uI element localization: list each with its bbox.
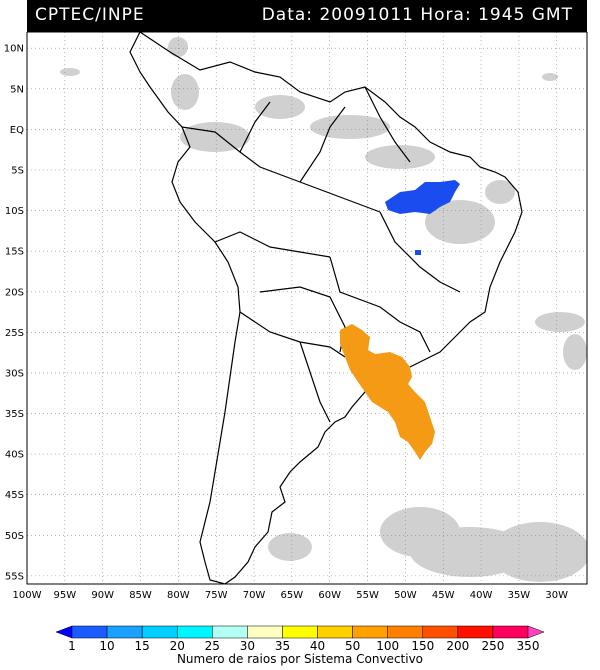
colorbar-segment	[212, 625, 248, 639]
graticule	[27, 32, 587, 584]
colorbar-label: 50	[345, 639, 360, 650]
lat-tick-label: 10N	[4, 44, 24, 55]
lat-tick-label: 10S	[5, 206, 24, 217]
colorbar-segment	[457, 625, 494, 639]
datetime-label: Data: 20091011 Hora: 1945 GMT	[261, 5, 573, 25]
colorbar-label: 250	[481, 639, 504, 650]
colorbar-segment	[422, 625, 459, 639]
lat-tick-label: 45S	[5, 490, 24, 501]
lon-tick-label: 85W	[129, 590, 152, 601]
colorbar-segment	[71, 625, 108, 639]
lat-tick-label: EQ	[10, 125, 24, 136]
map-border	[26, 32, 588, 585]
colorbar-label: 1	[68, 639, 76, 650]
colorbar-label: 25	[205, 639, 220, 650]
lon-tick-label: 65W	[281, 590, 304, 601]
lat-tick-label: 5N	[10, 84, 24, 95]
agency-label: CPTEC/INPE	[35, 5, 145, 25]
colorbar-label: 35	[275, 639, 290, 650]
longitude-axis: 100W 95W 90W 85W 80W 75W 70W 65W 60W 55W 50W 45W 40W…	[13, 590, 569, 601]
lat-tick-label: 25S	[5, 328, 24, 339]
lon-tick-label: 50W	[394, 590, 417, 601]
colorbar-arrow-left	[55, 625, 73, 639]
colorbar-title: Numero de raios por Sistema Convectivo	[176, 652, 424, 666]
lon-tick-label: 40W	[470, 590, 493, 601]
colorbar-segment	[282, 625, 318, 639]
lon-tick-label: 70W	[243, 590, 266, 601]
lightning-system-north	[385, 180, 460, 255]
lightning-system-south	[340, 324, 435, 460]
colorbar-label: 10	[99, 639, 114, 650]
map-frame	[27, 32, 587, 584]
lon-tick-label: 60W	[318, 590, 341, 601]
colorbar-segment	[247, 625, 283, 639]
colorbar-label: 30	[240, 639, 255, 650]
lat-tick-label: 15S	[5, 247, 24, 258]
colorbar-label: 150	[411, 639, 434, 650]
lat-tick-label: 5S	[11, 166, 24, 177]
lon-tick-label: 55W	[356, 590, 379, 601]
lightning-map: 10N5NEQ5S10S15S20S25S30S35S40S45S50S55S …	[4, 32, 588, 601]
lat-tick-label: 55S	[5, 571, 24, 582]
lon-tick-label: 35W	[508, 590, 531, 601]
lon-tick-label: 75W	[205, 590, 228, 601]
colorbar-label: 15	[135, 639, 150, 650]
lat-tick-label: 50S	[5, 531, 24, 542]
colorbar-label: 20	[170, 639, 185, 650]
lon-tick-label: 30W	[545, 590, 568, 601]
lon-tick-label: 45W	[432, 590, 455, 601]
colorbar-segment	[387, 625, 424, 639]
colorbar-segment	[176, 625, 213, 639]
lat-tick-label: 40S	[5, 450, 24, 461]
lon-tick-label: 95W	[54, 590, 77, 601]
lat-tick-label: 30S	[5, 368, 24, 379]
lon-tick-label: 90W	[91, 590, 114, 601]
colorbar-segment	[106, 625, 143, 639]
lat-tick-label: 35S	[5, 409, 24, 420]
lon-tick-label: 100W	[13, 590, 42, 601]
colorbar-label: 350	[517, 639, 540, 650]
map-header: CPTEC/INPE Data: 20091011 Hora: 1945 GMT	[27, 0, 587, 32]
latitude-axis: 10N 5N EQ 5S 10S 15S 20S 25S 30S 35S 40S 45S 50S 55S	[4, 44, 24, 583]
coastline	[129, 32, 523, 584]
colorbar: 1 10 15 20 25 30 35 40 50 100 150 200 250 350	[55, 625, 545, 650]
colorbar-segment	[317, 625, 353, 639]
lon-tick-label: 80W	[167, 590, 190, 601]
colorbar-label: 100	[376, 639, 399, 650]
cloud-cover	[60, 37, 587, 582]
colorbar-label: 40	[310, 639, 325, 650]
colorbar-label: 200	[446, 639, 469, 650]
colorbar-segment	[352, 625, 388, 639]
lat-tick-label: 20S	[5, 287, 24, 298]
colorbar-arrow-right	[527, 625, 545, 639]
colorbar-segment	[492, 625, 529, 639]
colorbar-segment	[141, 625, 178, 639]
